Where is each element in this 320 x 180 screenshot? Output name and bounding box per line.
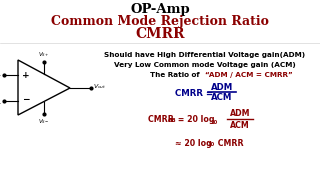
Text: OP-Amp: OP-Amp [130,3,190,15]
Text: The Ratio of: The Ratio of [150,72,205,78]
Text: +: + [22,71,30,80]
Text: Should have High Differential Voltage gain(ADM): Should have High Differential Voltage ga… [104,52,306,58]
Text: ACM: ACM [230,120,250,129]
Text: ADM: ADM [230,109,250,118]
Text: dB: dB [168,118,177,123]
Text: ≈ 20 log: ≈ 20 log [175,138,212,147]
Text: $V_{S-}$: $V_{S-}$ [38,117,50,126]
Text: CMRR =: CMRR = [175,89,216,98]
Text: $V_+$: $V_+$ [0,70,2,80]
Text: “ADM / ACM = CMRR”: “ADM / ACM = CMRR” [205,72,293,78]
Text: ACM: ACM [211,93,233,102]
Text: CMRR: CMRR [215,138,244,147]
Text: ADM: ADM [211,82,233,91]
Text: CMRR: CMRR [148,116,177,125]
Text: CMRR: CMRR [135,27,185,41]
Text: 10: 10 [207,143,214,147]
Text: = 20 log: = 20 log [175,116,214,125]
Text: −: − [22,96,30,105]
Text: Common Mode Rejection Ratio: Common Mode Rejection Ratio [51,15,269,28]
Text: Very Low Common mode Voltage gain (ACM): Very Low Common mode Voltage gain (ACM) [114,62,296,68]
Text: $V_{S+}$: $V_{S+}$ [38,50,50,59]
Text: $V_{out}$: $V_{out}$ [93,83,107,91]
Text: $V_-$: $V_-$ [0,97,2,105]
Text: 10: 10 [210,120,217,125]
